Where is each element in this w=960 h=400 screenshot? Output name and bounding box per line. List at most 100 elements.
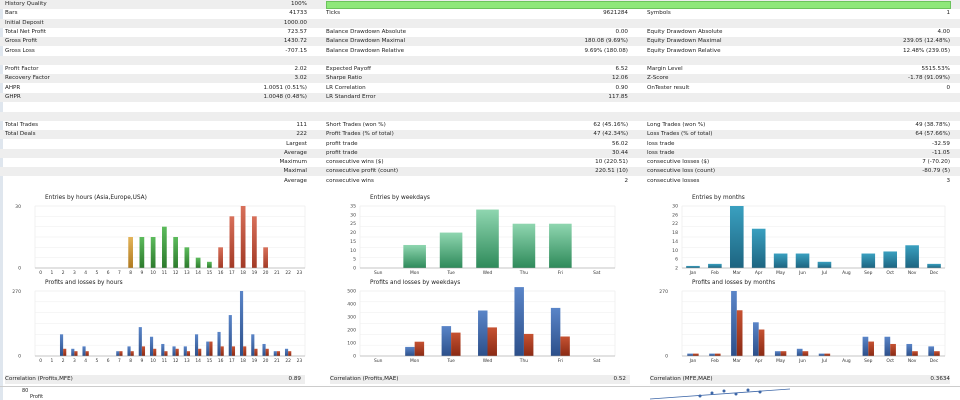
stats-value: 239.05 (12.48%) — [902, 38, 950, 45]
stats-value: 9.69% (180.08) — [584, 47, 629, 54]
profit-bar — [138, 327, 142, 356]
profit-bar — [884, 336, 891, 356]
x-tick-label: 0 — [39, 358, 42, 364]
stats-value — [235, 56, 307, 65]
stats-label: Margin Level — [647, 66, 683, 73]
loss-bar — [74, 351, 78, 356]
stats-row: Largest profit trade 56.02 loss trade -32.59 — [0, 140, 960, 149]
bar — [229, 216, 235, 268]
x-tick-label: Sep — [864, 270, 872, 276]
profit-bar — [239, 291, 244, 356]
chart-title: Entries by weekdays — [370, 195, 430, 201]
profit-bar — [796, 348, 803, 356]
loss-bar — [736, 310, 743, 356]
y-tick-label: 20 — [350, 230, 356, 236]
x-tick-label: Mar — [733, 270, 741, 276]
x-tick-label: 6 — [107, 358, 110, 364]
loss-bar — [824, 353, 831, 356]
stats-value — [855, 19, 950, 28]
x-tick-label: 23 — [297, 270, 303, 276]
stats-value: 723.57 — [287, 28, 307, 35]
loss-bar — [487, 327, 497, 356]
x-tick-label: 14 — [195, 270, 201, 276]
stats-label — [5, 56, 205, 65]
y-tick-label: 35 — [350, 204, 356, 210]
chart-weekday-pl: 500 400 300 200 100 0 Sun Mon Tue Wed Thu Fri Sat Pro… — [330, 280, 630, 367]
x-tick-label: Apr — [755, 358, 763, 364]
loss-bar — [912, 351, 918, 356]
y-tick-label: 25 — [350, 221, 356, 227]
stats-value — [855, 112, 950, 121]
bar — [184, 247, 190, 268]
stats-label: Recovery Factor — [5, 75, 50, 82]
stats-value: 47 (42.34%) — [593, 131, 628, 138]
stats-label: consecutive wins — [326, 177, 374, 184]
chart-title: Profits and losses by hours — [45, 280, 123, 286]
loss-bar — [276, 351, 281, 356]
profit-bar — [818, 353, 825, 356]
x-tick-label: Nov — [908, 270, 917, 276]
stats-label: Maximal — [283, 168, 307, 175]
x-tick-label: 0 — [39, 270, 42, 276]
x-tick-label: Aug — [842, 270, 851, 276]
stats-label: Gross Loss — [5, 47, 35, 54]
stats-label: History Quality — [5, 1, 47, 7]
x-tick-label: Jan — [689, 358, 697, 364]
correlation-label: Correlation (Profits,MFE) — [5, 376, 73, 382]
x-tick-label: Jul — [821, 270, 827, 276]
correlation-value: 0.3634 — [930, 376, 950, 382]
correlation-label: Correlation (Profits,MAE) — [330, 376, 399, 382]
x-tick-label: 17 — [229, 358, 235, 364]
stats-row — [0, 55, 960, 65]
stats-value: 100% — [291, 1, 307, 7]
x-tick-label: 3 — [73, 270, 76, 276]
stats-label: Profit Trades (% of total) — [326, 131, 394, 138]
x-tick-label: 8 — [129, 358, 132, 364]
stats-value: 1430.72 — [283, 38, 307, 45]
stats-value: 30.44 — [611, 149, 628, 156]
loss-bar — [186, 351, 191, 356]
y-tick-label: 0 — [353, 266, 356, 272]
profit-bar — [928, 346, 935, 356]
stats-label: Balance Drawdown Absolute — [326, 28, 407, 35]
x-tick-label: 1 — [50, 358, 53, 364]
y-tick-label: 14 — [672, 239, 678, 245]
stats-label: consecutive losses — [647, 177, 700, 184]
history-quality-bar — [326, 1, 951, 9]
profit-bar — [550, 307, 561, 356]
chart-month-pl: 270 0 Jan Feb Mar Apr May Jun Jul Aug Sep Oct Nov Dec… — [650, 280, 955, 367]
loss-bar — [758, 329, 765, 356]
chart-month-entries: 30 26 22 18 14 10 6 2 Jan Feb Mar Apr May Jun Jul Aug Se… — [650, 195, 955, 278]
stats-label: Gross Profit — [5, 38, 38, 45]
stats-row: AHPR 1.0051 (0.51%) LR Correlation 0.90 OnTe… — [0, 84, 960, 93]
stats-value — [235, 158, 307, 167]
stats-value: 1.0048 (0.48%) — [263, 94, 308, 100]
x-tick-label: 4 — [84, 358, 87, 364]
stats-label — [326, 56, 506, 65]
stats-label: consecutive profit (count) — [326, 168, 399, 175]
loss-bar — [220, 346, 224, 356]
profit-bar — [514, 287, 524, 356]
loss-bar — [288, 351, 292, 356]
stats-label: Equity Drawdown Relative — [647, 47, 721, 54]
loss-bar — [414, 341, 425, 356]
x-tick-label: 10 — [150, 270, 156, 276]
x-tick-label: 9 — [140, 358, 143, 364]
bar — [512, 223, 536, 268]
stats-value: 4.00 — [937, 28, 950, 35]
loss-bar — [85, 351, 89, 356]
chart-hours-entries: 30 0 0 1 2 3 4 5 6 7 8 9 10 11 12 13 14 15 16 17 18 19 20 21 22 2… — [5, 195, 315, 278]
x-tick-label: 13 — [184, 270, 190, 276]
stats-row: Profit Factor 2.02 Expected Payoff 6.52 Marg… — [0, 65, 960, 74]
bar — [162, 226, 167, 268]
stats-value: 56.02 — [611, 140, 628, 147]
stats-label: profit trade — [326, 149, 358, 156]
x-tick-label: 12 — [173, 358, 179, 364]
stats-label: Average — [284, 149, 307, 156]
y-tick-label: 0 — [18, 266, 21, 272]
bar — [128, 237, 133, 268]
stats-value: 2.02 — [294, 66, 307, 73]
stats-label: AHPR — [5, 84, 21, 91]
stats-label: Symbols — [647, 10, 671, 17]
